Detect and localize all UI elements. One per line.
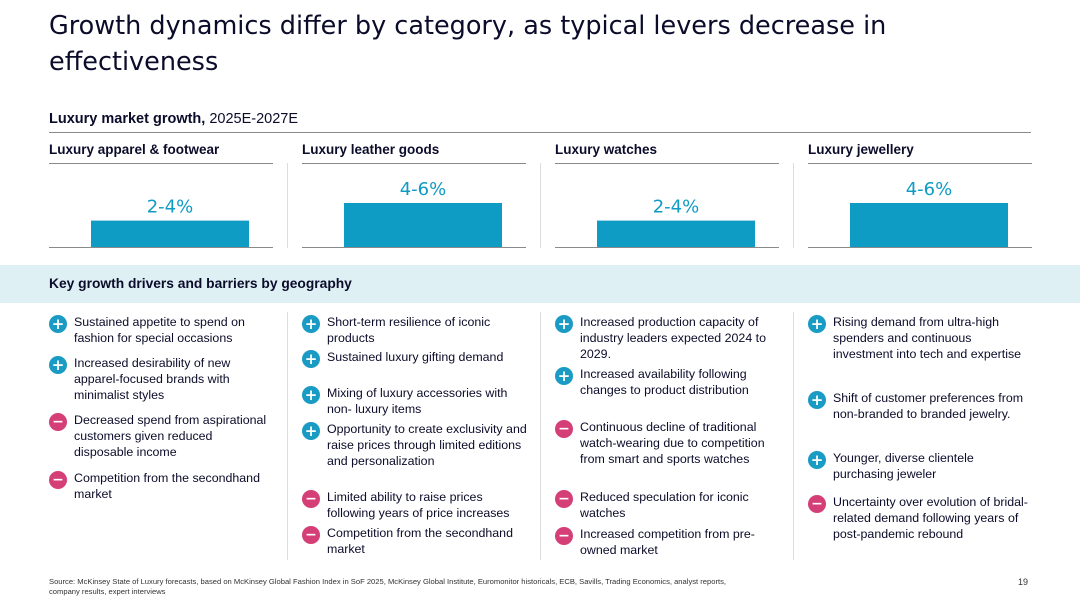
minus-icon: − bbox=[808, 495, 826, 513]
bar-value-label: 2-4% bbox=[147, 197, 194, 218]
list-item: − Increased competition from pre-owned m… bbox=[555, 526, 780, 558]
list-item: + Rising demand from ultra-high spenders… bbox=[808, 314, 1033, 362]
list-item: + Increased availability following chang… bbox=[555, 366, 780, 398]
chart-baseline bbox=[808, 247, 1032, 248]
list-item: − Uncertainty over evolution of bridal-r… bbox=[808, 494, 1033, 542]
list-item: + Short-term resilience of iconic produc… bbox=[302, 314, 527, 346]
barrier-text: Increased competition from pre-owned mar… bbox=[580, 527, 755, 557]
category-header-leather-goods: Luxury leather goods bbox=[302, 142, 440, 157]
bar-4 bbox=[850, 203, 1008, 247]
chart-baseline bbox=[49, 247, 273, 248]
driver-text: Increased production capacity of industr… bbox=[580, 315, 766, 361]
category-header-apparel: Luxury apparel & footwear bbox=[49, 142, 220, 157]
chart-subtitle-bold: Luxury market growth, bbox=[49, 111, 206, 127]
chart-baseline bbox=[302, 247, 526, 248]
growth-bar-chart: 2-4% 4-6% 2-4% 4-6% bbox=[91, 179, 1008, 247]
list-item: + Opportunity to create exclusivity and … bbox=[302, 421, 527, 469]
column-divider bbox=[540, 312, 541, 560]
list-item: − Continuous decline of traditional watc… bbox=[555, 419, 780, 467]
list-item: − Decreased spend from aspirational cust… bbox=[49, 412, 274, 460]
list-item: + Increased production capacity of indus… bbox=[555, 314, 780, 362]
plus-icon: + bbox=[302, 315, 320, 333]
section-band bbox=[0, 265, 1080, 303]
barrier-text: Uncertainty over evolution of bridal-rel… bbox=[833, 495, 1028, 541]
plus-icon: + bbox=[555, 367, 573, 385]
category-rule bbox=[49, 163, 273, 164]
minus-icon: − bbox=[49, 471, 67, 489]
barrier-text: Competition from the secondhand market bbox=[327, 526, 513, 556]
driver-text: Rising demand from ultra-high spenders a… bbox=[833, 315, 1022, 361]
bar-value-label: 4-6% bbox=[400, 179, 447, 200]
barrier-text: Reduced speculation for iconic watches bbox=[580, 490, 749, 520]
bar-2 bbox=[344, 203, 502, 247]
driver-text: Younger, diverse clientele purchasing je… bbox=[833, 451, 974, 481]
source-note: Source: McKinsey State of Luxury forecas… bbox=[49, 577, 726, 596]
category-header-watches: Luxury watches bbox=[555, 142, 658, 157]
plus-icon: + bbox=[302, 422, 320, 440]
driver-text: Short-term resilience of iconic products bbox=[327, 315, 491, 345]
driver-text: Increased desirability of new apparel-fo… bbox=[74, 356, 231, 402]
chart-subtitle: Luxury market growth, 2025E-2027E bbox=[49, 111, 298, 127]
chart-subtitle-period: 2025E-2027E bbox=[209, 111, 299, 127]
list-item: − Competition from the secondhand market bbox=[49, 470, 274, 502]
column-divider bbox=[287, 163, 288, 248]
category-rule bbox=[302, 163, 526, 164]
driver-text: Opportunity to create exclusivity and ra… bbox=[327, 422, 527, 468]
category-header-jewellery: Luxury jewellery bbox=[808, 142, 914, 157]
driver-text: Increased availability following changes… bbox=[580, 367, 749, 397]
plus-icon: + bbox=[808, 451, 826, 469]
subtitle-divider bbox=[49, 132, 1031, 133]
barrier-text: Decreased spend from aspirational custom… bbox=[74, 413, 267, 459]
list-item: − Competition from the secondhand market bbox=[302, 525, 527, 557]
minus-icon: − bbox=[555, 420, 573, 438]
column-divider bbox=[287, 312, 288, 560]
driver-text: Shift of customer preferences from non-b… bbox=[833, 391, 1024, 421]
column-divider bbox=[793, 312, 794, 560]
plus-icon: + bbox=[49, 356, 67, 374]
driver-text: Sustained luxury gifting demand bbox=[327, 350, 504, 364]
list-item: + Sustained appetite to spend on fashion… bbox=[49, 314, 274, 346]
list-item: + Mixing of luxury accessories with non-… bbox=[302, 385, 527, 417]
chart-baseline bbox=[555, 247, 779, 248]
bar-value-label: 2-4% bbox=[653, 197, 700, 218]
list-item: + Sustained luxury gifting demand bbox=[302, 349, 527, 368]
bar-3 bbox=[597, 220, 755, 247]
section-title: Key growth drivers and barriers by geogr… bbox=[49, 276, 352, 291]
bar-1 bbox=[91, 220, 249, 247]
barrier-text: Limited ability to raise prices followin… bbox=[327, 490, 510, 520]
barrier-text: Competition from the secondhand market bbox=[74, 471, 260, 501]
minus-icon: − bbox=[302, 526, 320, 544]
category-rule bbox=[808, 163, 1032, 164]
plus-icon: + bbox=[808, 391, 826, 409]
plus-icon: + bbox=[808, 315, 826, 333]
plus-icon: + bbox=[49, 315, 67, 333]
list-item: + Younger, diverse clientele purchasing … bbox=[808, 450, 1033, 482]
plus-icon: + bbox=[555, 315, 573, 333]
driver-text: Sustained appetite to spend on fashion f… bbox=[74, 315, 245, 345]
barrier-text: Continuous decline of traditional watch-… bbox=[580, 420, 765, 466]
minus-icon: − bbox=[302, 490, 320, 508]
column-divider bbox=[540, 163, 541, 248]
list-item: + Shift of customer preferences from non… bbox=[808, 390, 1033, 422]
page-number: 19 bbox=[1018, 577, 1029, 587]
driver-text: Mixing of luxury accessories with non- l… bbox=[327, 386, 508, 416]
plus-icon: + bbox=[302, 350, 320, 368]
column-divider bbox=[793, 163, 794, 248]
category-rule bbox=[555, 163, 779, 164]
page-title: Growth dynamics differ by category, as t… bbox=[49, 11, 887, 77]
list-item: + Increased desirability of new apparel-… bbox=[49, 355, 274, 403]
list-item: − Limited ability to raise prices follow… bbox=[302, 489, 527, 521]
minus-icon: − bbox=[555, 490, 573, 508]
plus-icon: + bbox=[302, 386, 320, 404]
minus-icon: − bbox=[555, 527, 573, 545]
minus-icon: − bbox=[49, 413, 67, 431]
list-item: − Reduced speculation for iconic watches bbox=[555, 489, 780, 521]
bar-value-label: 4-6% bbox=[906, 179, 953, 200]
